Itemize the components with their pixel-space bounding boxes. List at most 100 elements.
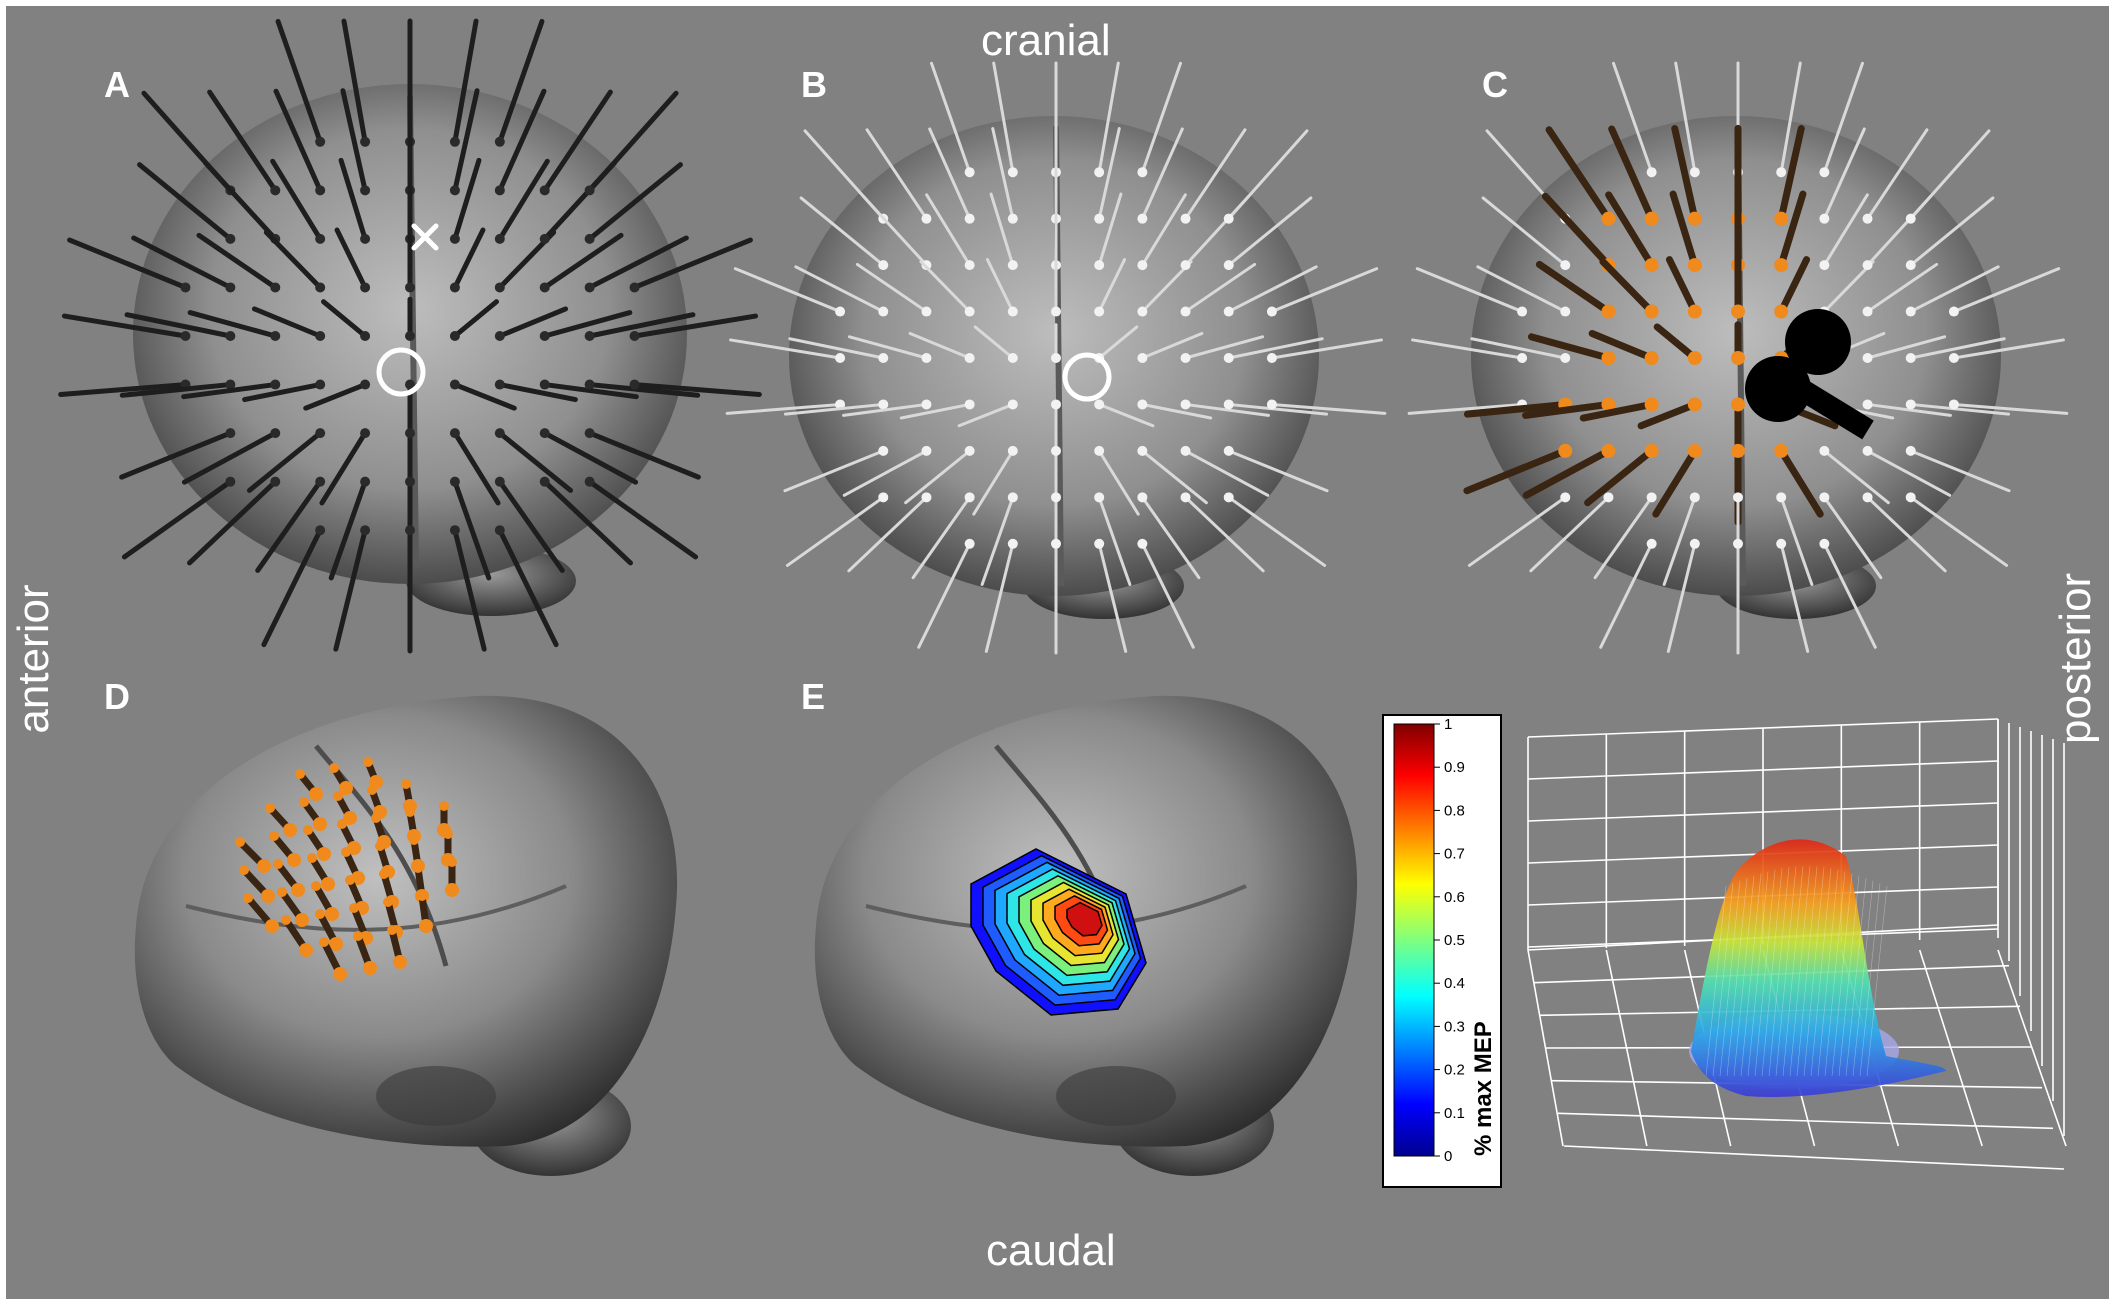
stick-dot — [299, 797, 309, 807]
stick — [1909, 196, 1995, 267]
stick-dot — [1094, 445, 1105, 456]
stick — [341, 18, 368, 145]
stick — [587, 235, 689, 290]
stick — [1227, 495, 1327, 567]
stick-dot — [313, 817, 327, 831]
stick-dot — [1223, 260, 1234, 271]
stick-dot — [1776, 538, 1787, 549]
stick-dot — [1137, 260, 1148, 271]
stick — [1140, 331, 1204, 360]
stick — [917, 542, 972, 649]
stick-dot — [1644, 258, 1659, 273]
stick — [1470, 337, 1567, 360]
stick — [319, 430, 368, 506]
stick — [1593, 495, 1654, 580]
grid-line — [1563, 1145, 2065, 1170]
stick — [1529, 495, 1610, 573]
stick — [908, 331, 972, 360]
stick-dot — [1948, 399, 1959, 410]
stick-dot — [1731, 351, 1745, 365]
stick-dot — [261, 889, 275, 903]
stick-dot — [1223, 445, 1234, 456]
stick-dot — [265, 919, 279, 933]
stick — [542, 232, 624, 290]
stick-dot — [1776, 492, 1787, 503]
stick-dot — [1731, 304, 1745, 319]
stick — [1227, 337, 1324, 360]
stick — [1463, 447, 1569, 495]
stick-dot — [1007, 399, 1018, 410]
stick-dot — [1223, 492, 1234, 503]
stick — [1777, 256, 1811, 316]
stick-dot — [1644, 443, 1659, 458]
stick — [497, 382, 578, 403]
stick-dot — [1905, 306, 1916, 317]
grid-line — [1527, 949, 1564, 1147]
stick-dot — [1094, 306, 1105, 317]
stick-dot — [303, 825, 313, 835]
stick — [785, 495, 885, 567]
stick — [1407, 402, 1524, 415]
stick — [1909, 265, 2000, 314]
stick — [121, 479, 233, 560]
stick-dot — [1905, 213, 1916, 224]
mesh-line — [1712, 883, 1734, 1077]
stick-dot — [1644, 351, 1659, 365]
stick — [1227, 196, 1313, 267]
stick-dot — [270, 428, 281, 439]
mesh-line — [1817, 869, 1839, 1077]
stick-dot — [1689, 538, 1700, 549]
stick-dot — [629, 331, 640, 341]
stick-dot — [1819, 538, 1830, 549]
stick-dot — [1051, 492, 1061, 503]
stick-dot — [371, 813, 381, 823]
panel-b-sticks — [725, 61, 1387, 655]
stick-dot — [449, 331, 460, 341]
stick — [1909, 495, 2009, 567]
stick — [957, 402, 1015, 428]
stick — [263, 229, 323, 290]
stick-dot — [317, 847, 331, 861]
stick-dot — [449, 525, 460, 536]
stick-dot — [1862, 306, 1873, 317]
stick-dot — [1733, 538, 1743, 549]
stick-dot — [584, 233, 595, 244]
stick-dot — [360, 476, 371, 487]
stick — [1140, 260, 1193, 314]
stick-dot — [379, 869, 389, 879]
stick-dot — [239, 865, 249, 875]
stick — [632, 382, 762, 397]
stick-dot — [270, 185, 281, 196]
colorbar-tick-label: 1 — [1444, 716, 1452, 733]
stick-dot — [295, 913, 309, 927]
stick-dot — [1007, 260, 1018, 271]
stick-dot — [878, 492, 889, 503]
stick-dot — [315, 136, 326, 147]
circle-marker — [376, 347, 426, 397]
stick — [1097, 258, 1127, 314]
stick-dot — [964, 260, 975, 271]
stick-dot — [1094, 260, 1105, 271]
stick — [1467, 495, 1567, 567]
stick-dot — [295, 769, 305, 779]
stick-dot — [921, 445, 932, 456]
mesh-line — [1705, 885, 1727, 1077]
colorbar-ticks: 0 0.1 0.2 0.3 0.4 0.5 0.6 0.7 0.8 0.9 1 — [1434, 716, 1465, 1165]
stick — [985, 258, 1015, 314]
stick — [1097, 449, 1140, 516]
stick-dot — [1774, 258, 1789, 273]
stick — [991, 127, 1015, 221]
stick — [1097, 542, 1128, 653]
panel-c-sticks — [1407, 61, 2069, 655]
stick — [1779, 495, 1814, 586]
stick-dot — [1137, 445, 1148, 456]
stick-dot — [629, 379, 640, 390]
stick-dot — [1137, 213, 1148, 224]
stick-dot — [1862, 445, 1873, 456]
stick — [275, 18, 323, 145]
stick — [1541, 192, 1612, 269]
grid-line — [1527, 802, 1999, 822]
stick-dot — [405, 379, 415, 390]
stick — [1545, 126, 1612, 223]
stick — [202, 160, 278, 242]
